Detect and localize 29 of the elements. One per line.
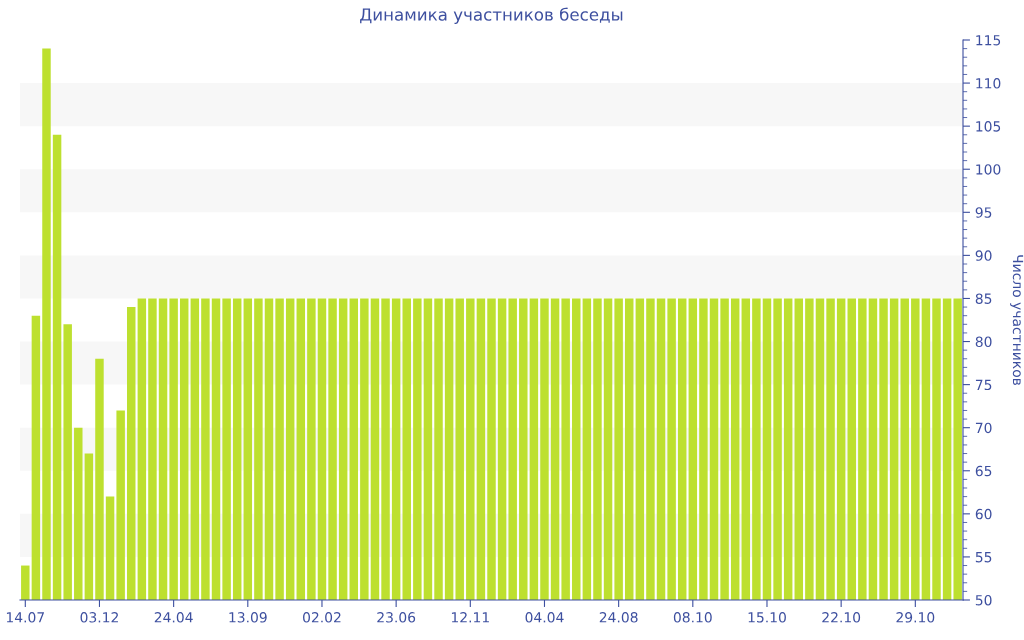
y-tick-label: 105 xyxy=(976,121,1001,132)
y-tick-label: 60 xyxy=(975,508,992,520)
y-tick-label: 115 xyxy=(976,35,1001,46)
x-tick-label: 04.04 xyxy=(525,612,564,623)
x-tick-label: 08.10 xyxy=(673,612,712,623)
x-tick-label: 14.07 xyxy=(6,612,44,623)
y-tick-label: 55 xyxy=(975,552,992,563)
x-tick-label: 24.04 xyxy=(154,612,193,623)
y-tick-label: 65 xyxy=(975,465,992,477)
y-axis-title: Число участников xyxy=(1010,255,1024,386)
x-tick-label: 12.11 xyxy=(451,612,489,623)
y-tick-label: 80 xyxy=(975,336,992,348)
x-tick-label: 23.06 xyxy=(377,612,416,623)
x-tick-label: 22.10 xyxy=(822,612,861,623)
x-tick-label: 02.02 xyxy=(303,612,341,623)
y-tick-label: 110 xyxy=(976,78,1001,89)
y-tick-label: 50 xyxy=(975,594,992,606)
y-tick-label: 95 xyxy=(975,207,992,218)
y-tick-label: 90 xyxy=(975,250,992,261)
chart-title: Динамика участников беседы xyxy=(360,7,623,25)
x-tick-label: 13.09 xyxy=(229,612,267,623)
y-tick-label: 75 xyxy=(975,379,992,391)
y-tick-label: 85 xyxy=(975,293,992,304)
x-tick-label: 29.10 xyxy=(896,612,935,623)
y-tick-label: 70 xyxy=(975,422,992,434)
y-tick-label: 100 xyxy=(976,164,1001,175)
x-tick-label: 03.12 xyxy=(80,612,118,623)
x-tick-label: 24.08 xyxy=(599,612,638,623)
x-tick-label: 15.10 xyxy=(748,612,786,623)
